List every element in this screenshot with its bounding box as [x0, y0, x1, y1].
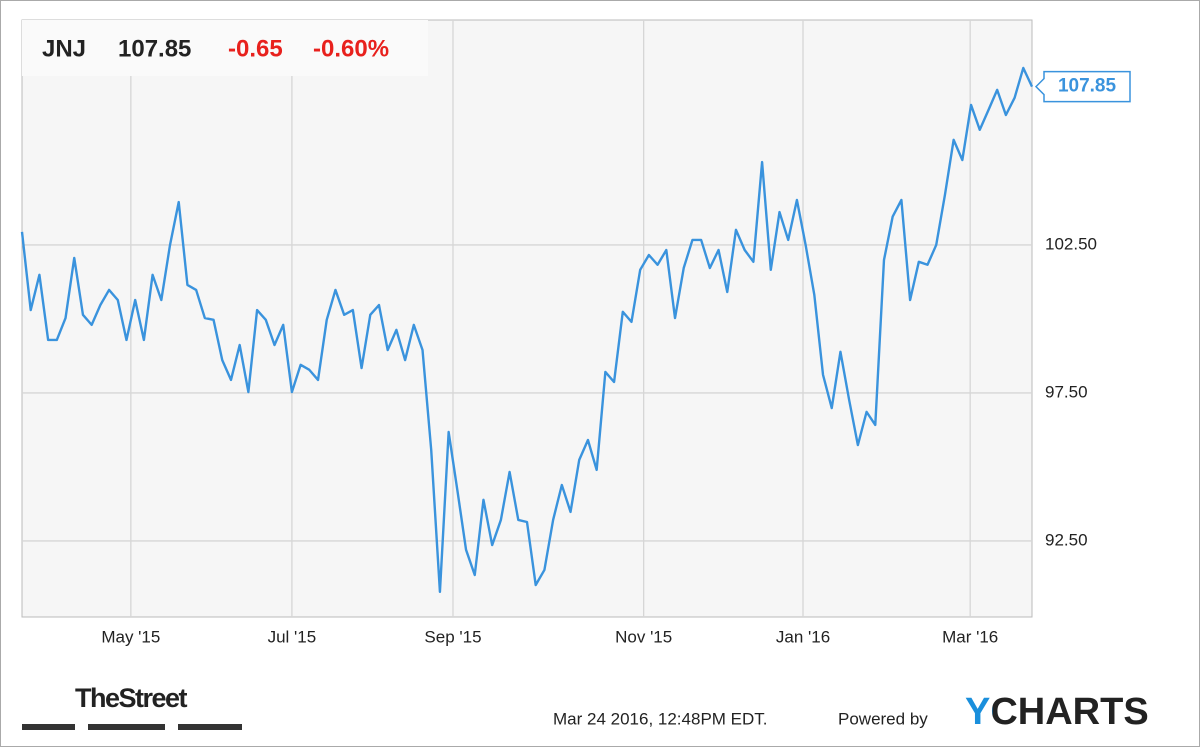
logo-bar [178, 724, 242, 730]
source-logo: TheStreet [75, 683, 188, 713]
ticker: JNJ [42, 35, 86, 62]
timestamp: Mar 24 2016, 12:48PM EDT. [553, 709, 768, 728]
y-tick-label: 92.50 [1045, 530, 1088, 549]
brand-logo: YCHARTS [965, 691, 1149, 733]
x-tick-label: Nov '15 [615, 627, 672, 646]
y-tick-label: 97.50 [1045, 382, 1088, 401]
x-tick-label: Mar '16 [942, 627, 998, 646]
last-value-box [1034, 70, 1131, 103]
y-tick-label: 102.50 [1045, 234, 1097, 253]
powered-by: Powered by [838, 709, 928, 728]
x-tick-label: Jul '15 [268, 627, 317, 646]
change-pct: -0.60% [313, 35, 389, 62]
last-value-label: 107.85 [1058, 76, 1117, 97]
change: -0.65 [228, 35, 283, 62]
price: 107.85 [118, 35, 191, 62]
price-line [20, 66, 1034, 594]
plot-area [21, 19, 1033, 618]
header-box [22, 20, 428, 76]
x-tick-label: May '15 [101, 627, 160, 646]
x-tick-label: Jan '16 [776, 627, 830, 646]
logo-bar [88, 724, 165, 730]
x-tick-label: Sep '15 [424, 627, 481, 646]
logo-bar [22, 724, 75, 730]
